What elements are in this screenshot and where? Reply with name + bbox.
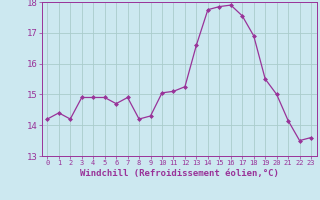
- X-axis label: Windchill (Refroidissement éolien,°C): Windchill (Refroidissement éolien,°C): [80, 169, 279, 178]
